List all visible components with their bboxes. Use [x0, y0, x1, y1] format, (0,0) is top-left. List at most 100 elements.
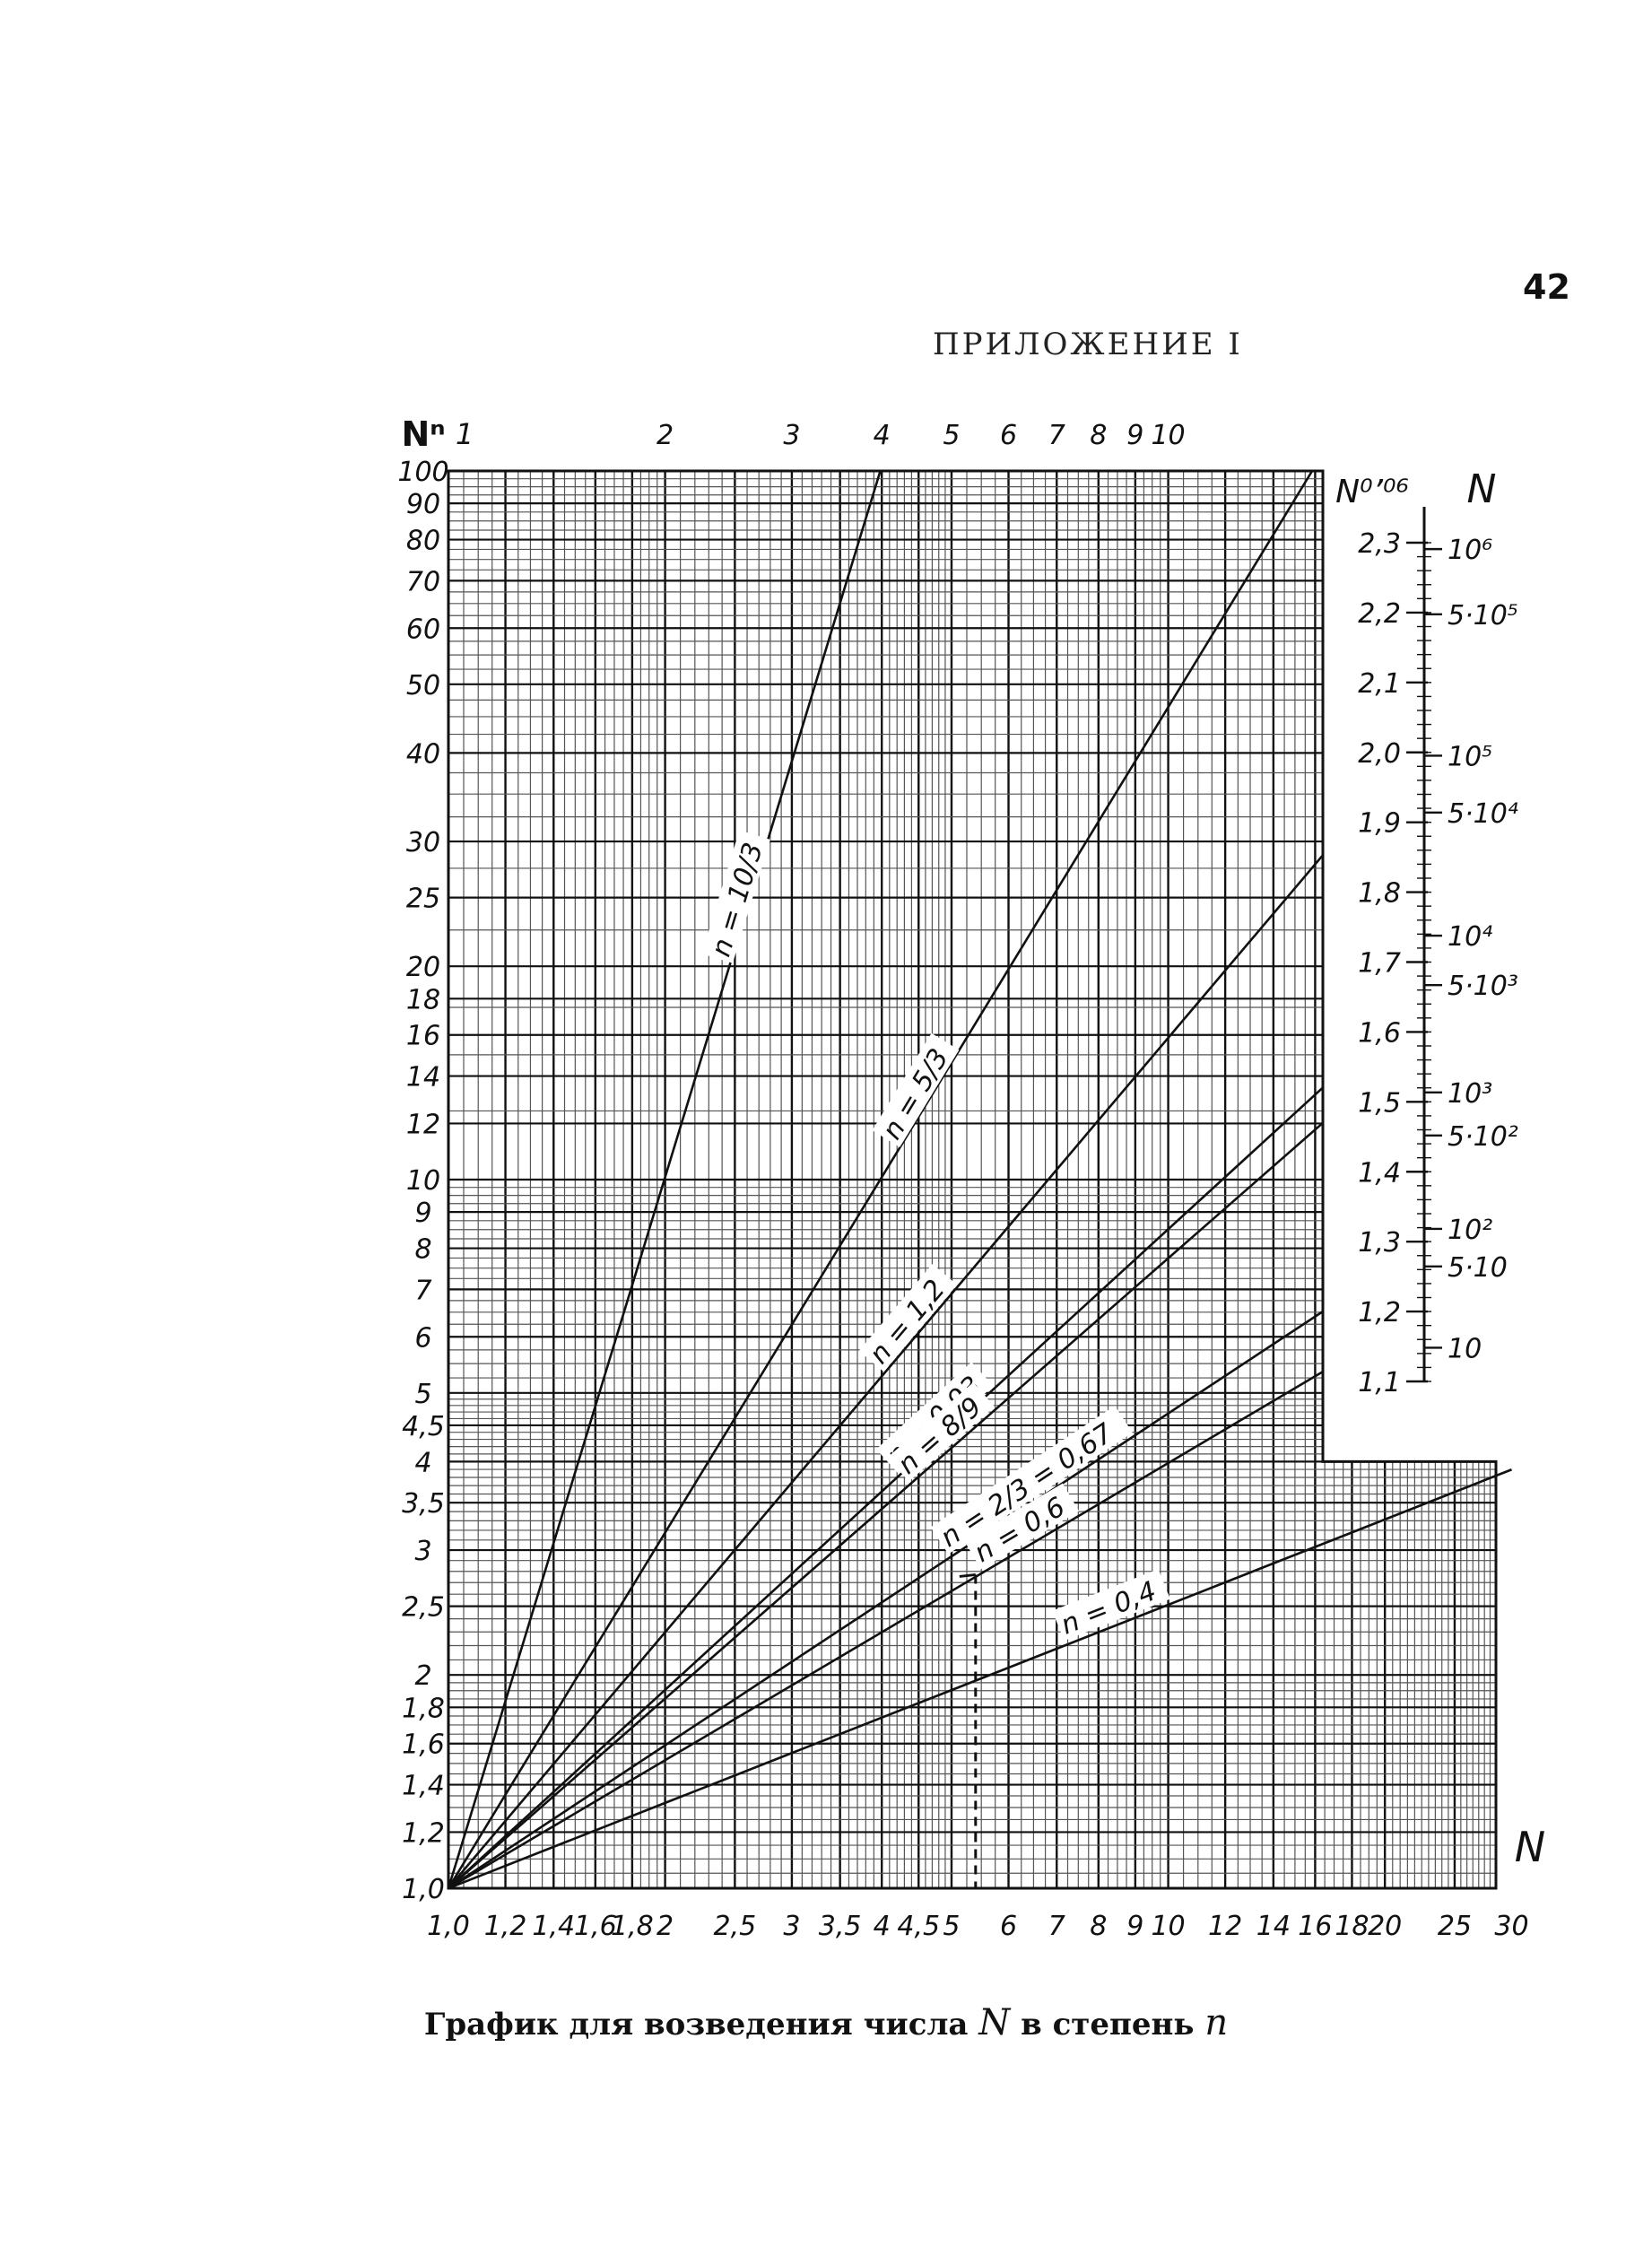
x-tick-label: 3,5 — [819, 1911, 862, 1942]
power-scale-n-label: 5·10 — [1448, 1252, 1508, 1284]
series-label-bg — [872, 1032, 960, 1147]
series-label-bg — [887, 1382, 995, 1482]
chart-caption: График для возведения числа N в степень … — [0, 2002, 1652, 2043]
y-tick-label: 7 — [414, 1275, 431, 1306]
series-line — [448, 1121, 1324, 1889]
top-tick-label: 8 — [1090, 420, 1107, 451]
y-tick-label: 6 — [414, 1322, 431, 1354]
y-tick-label: 16 — [406, 1021, 440, 1052]
y-tick-label: 3,5 — [402, 1488, 445, 1520]
power-scale-n-label: 5·10² — [1448, 1121, 1518, 1153]
y-tick-label: 1,2 — [402, 1817, 445, 1849]
top-tick-label: 1 — [456, 417, 474, 451]
y-tick-label: 90 — [406, 489, 440, 520]
y-tick-label: 4,5 — [402, 1411, 445, 1442]
top-tick-label: 2 — [656, 420, 674, 451]
y-axis-label: Nⁿ — [401, 414, 445, 454]
x-tick-label: 1,6 — [574, 1911, 617, 1942]
y-tick-label: 3 — [414, 1536, 431, 1567]
series-label: n = 5/3 — [876, 1043, 955, 1145]
y-tick-label: 1,8 — [402, 1693, 445, 1724]
power-scale-n-label: 10³ — [1448, 1078, 1492, 1110]
top-tick-label: 4 — [874, 420, 891, 451]
x-tick-label: 6 — [1000, 1911, 1017, 1942]
caption-variable-n: N — [978, 2002, 1011, 2043]
chart-series — [447, 470, 1512, 1890]
y-tick-label: 50 — [406, 670, 440, 701]
x-tick-label: 2,5 — [714, 1911, 757, 1942]
power-scale-n-label: 10⁴ — [1448, 921, 1492, 953]
x-tick-label: 30 — [1494, 1911, 1528, 1942]
series-line — [447, 470, 882, 1889]
y-tick-label: 60 — [406, 614, 440, 645]
appendix-title: ПРИЛОЖЕНИЕ I — [933, 327, 1243, 362]
y-tick-label: 25 — [406, 884, 440, 915]
x-tick-label: 9 — [1126, 1911, 1143, 1942]
power-scale-n-label: 10⁵ — [1448, 741, 1492, 772]
y-tick-label: 40 — [406, 738, 440, 770]
series-label-bg — [930, 1406, 1133, 1555]
y-tick-label: 8 — [414, 1234, 431, 1266]
x-tick-label: 10 — [1151, 1911, 1185, 1942]
x-tick-label: 8 — [1090, 1911, 1107, 1942]
power-scale-n-label: 10⁶ — [1448, 535, 1492, 566]
chart-axes: 1,01,21,41,61,822,533,544,55678910121416… — [397, 414, 1545, 1942]
power-scale-n-title: N — [1467, 466, 1497, 512]
series-line — [448, 854, 1324, 1889]
x-tick-label: 7 — [1048, 1911, 1065, 1942]
y-tick-label: 100 — [397, 457, 448, 488]
caption-power-n: n — [1204, 2002, 1229, 2043]
x-tick-label: 1,8 — [611, 1911, 654, 1942]
series-line — [448, 1086, 1324, 1889]
page-number: 42 — [1523, 267, 1570, 307]
series-label-group: n = 5/3 — [872, 1032, 960, 1147]
power-scale-tick-label: 1,4 — [1358, 1157, 1401, 1189]
y-tick-label: 1,4 — [402, 1771, 445, 1802]
power-scale-n-label: 10² — [1448, 1215, 1492, 1246]
top-tick-label: 3 — [783, 420, 800, 451]
example-marker — [959, 1572, 976, 1578]
power-scale-title: N⁰’⁰⁶ — [1335, 474, 1409, 510]
series-line — [448, 1468, 1512, 1890]
x-tick-label: 14 — [1256, 1911, 1291, 1942]
series-label-bg — [858, 1263, 958, 1372]
y-tick-label: 10 — [406, 1165, 440, 1197]
power-scale-tick-label: 1,3 — [1358, 1227, 1401, 1259]
y-tick-label: 2 — [414, 1660, 431, 1692]
power-scale-tick-label: 1,6 — [1358, 1017, 1401, 1049]
series-label-bg — [1052, 1569, 1170, 1642]
y-tick-label: 30 — [406, 827, 440, 858]
x-tick-label: 3 — [783, 1911, 800, 1942]
top-tick-label: 9 — [1126, 420, 1143, 451]
x-tick-label: 4,5 — [897, 1911, 940, 1942]
y-tick-label: 5 — [414, 1379, 431, 1410]
x-tick-label: 12 — [1208, 1911, 1242, 1942]
series-label-bg — [701, 830, 770, 963]
x-tick-label: 16 — [1298, 1911, 1332, 1942]
series-label: n = 0,4 — [1056, 1575, 1161, 1641]
power-scale-n-label: 5·10⁴ — [1448, 798, 1518, 830]
series-line — [447, 470, 1314, 1889]
caption-text-2: в степень — [1021, 2007, 1195, 2043]
power-scale-tick-label: 1,8 — [1358, 878, 1401, 910]
power-scale-n-label: 5·10⁵ — [1448, 600, 1518, 632]
x-tick-label: 20 — [1368, 1911, 1402, 1942]
power-scale-tick-label: 2,0 — [1358, 738, 1401, 770]
x-axis-label: N — [1515, 1823, 1545, 1871]
power-scale-tick-label: 1,9 — [1358, 808, 1401, 840]
y-tick-label: 80 — [406, 526, 440, 557]
x-tick-label: 5 — [943, 1911, 960, 1942]
x-tick-label: 1,0 — [427, 1911, 470, 1942]
series-line — [448, 1371, 1324, 1890]
top-tick-label: 7 — [1048, 420, 1065, 451]
x-tick-label: 1,4 — [532, 1911, 575, 1942]
caption-text-1: График для возведения числа — [423, 2007, 969, 2043]
y-tick-label: 2,5 — [402, 1592, 445, 1624]
y-tick-label: 4 — [414, 1447, 431, 1478]
x-tick-label: 25 — [1438, 1911, 1472, 1942]
x-tick-label: 2 — [656, 1911, 674, 1942]
power-scale: 1,1 1,2 1,3 1,4 1,5 1,6 1,7 1,8 1,9 2,0 2,1 2,2 2,3 1… — [1335, 466, 1518, 1398]
x-tick-label: 18 — [1335, 1911, 1369, 1942]
power-scale-tick-label: 2,3 — [1358, 528, 1401, 560]
